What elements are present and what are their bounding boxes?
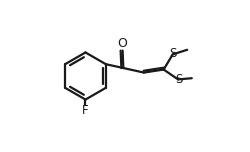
Text: F: F — [82, 104, 89, 117]
Text: O: O — [118, 37, 128, 50]
Text: S: S — [170, 47, 177, 60]
Text: S: S — [175, 73, 182, 86]
